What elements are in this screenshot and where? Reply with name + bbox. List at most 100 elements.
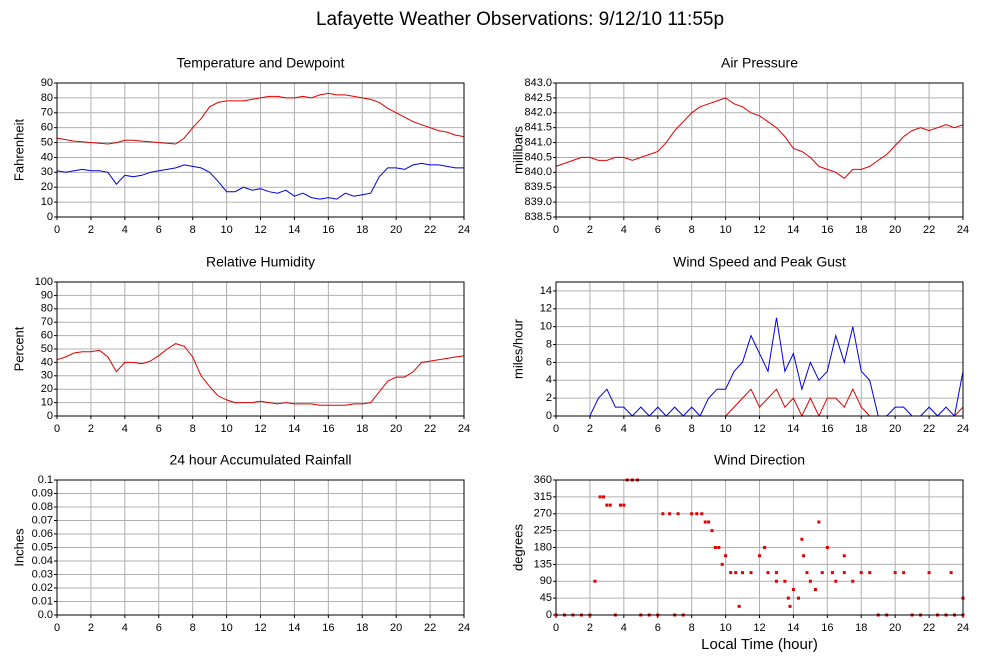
y-tick-label: 80 xyxy=(41,303,53,315)
y-tick-label: 315 xyxy=(534,491,552,503)
point xyxy=(593,579,597,583)
point xyxy=(893,571,897,575)
panel: 838.5 839.0 839.5 840.0 840.5 841.0 841.5 842.0… xyxy=(510,55,969,236)
x-tick-label: 4 xyxy=(621,423,627,435)
panel-title: Wind Speed and Peak Gust xyxy=(673,254,846,270)
y-tick-label: 0.04 xyxy=(32,555,53,567)
y-tick-label: 135 xyxy=(534,558,552,570)
y-tick-label: 70 xyxy=(41,316,53,328)
y-axis-label: Percent xyxy=(11,326,26,371)
x-tick-label: 20 xyxy=(390,224,402,236)
point xyxy=(605,503,609,507)
x-tick-label: 20 xyxy=(889,423,901,435)
x-tick-label: 16 xyxy=(821,224,833,236)
y-tick-label: 180 xyxy=(534,541,552,553)
point xyxy=(695,512,699,516)
x-tick-label: 2 xyxy=(88,423,94,435)
y-tick-label: 2 xyxy=(546,392,552,404)
point xyxy=(842,571,846,575)
y-tick-label: 70 xyxy=(41,107,53,119)
series-line xyxy=(56,92,465,145)
y-tick-label: 80 xyxy=(41,92,53,104)
x-tick-label: 8 xyxy=(689,224,695,236)
y-tick-label: 0 xyxy=(546,410,552,422)
x-tick-label: 16 xyxy=(322,224,334,236)
y-tick-label: 10 xyxy=(41,196,53,208)
x-tick-label: 8 xyxy=(689,423,695,435)
plot-frame xyxy=(56,82,465,218)
y-tick-label: 840.5 xyxy=(524,151,552,163)
point xyxy=(758,554,761,558)
point xyxy=(800,537,804,541)
y-tick-label: 0 xyxy=(47,410,53,422)
y-tick-label: 225 xyxy=(534,525,552,537)
x-tick-label: 12 xyxy=(254,622,266,634)
series-line xyxy=(56,343,465,406)
point xyxy=(707,520,711,524)
y-tick-label: 10 xyxy=(540,321,552,333)
y-tick-label: 360 xyxy=(534,474,552,486)
y-tick-label: 0.07 xyxy=(32,514,53,526)
y-tick-label: 0.08 xyxy=(32,501,53,513)
point xyxy=(741,571,745,575)
x-tick-label: 0 xyxy=(553,423,559,435)
x-tick-label: 24 xyxy=(458,224,470,236)
panel: 0.00.010.020.030.040.050.060.070.080.090… xyxy=(11,452,470,634)
x-tick-label: 12 xyxy=(753,622,765,634)
point xyxy=(817,520,821,524)
y-tick-label: 0 xyxy=(546,609,552,621)
x-tick-label: 22 xyxy=(424,224,436,236)
y-axis-label: Inches xyxy=(11,528,26,567)
x-tick-label: 22 xyxy=(923,224,935,236)
y-tick-label: 90 xyxy=(41,77,53,89)
x-tick-label: 20 xyxy=(390,423,402,435)
point xyxy=(668,512,672,516)
y-tick-label: 30 xyxy=(41,166,53,178)
point xyxy=(927,571,931,575)
x-tick-label: 6 xyxy=(156,622,162,634)
x-tick-label: 4 xyxy=(122,224,128,236)
x-tick-label: 10 xyxy=(719,622,731,634)
y-tick-label: 0.01 xyxy=(32,595,53,607)
x-tick-label: 8 xyxy=(689,622,695,634)
x-tick-label: 22 xyxy=(424,423,436,435)
x-tick-label: 18 xyxy=(356,622,368,634)
y-tick-label: 50 xyxy=(41,343,53,355)
point xyxy=(774,579,778,583)
plot-frame xyxy=(555,82,964,218)
x-tick-label: 4 xyxy=(621,224,627,236)
x-tick-label: 12 xyxy=(753,423,765,435)
point xyxy=(608,503,612,507)
x-tick-label: 12 xyxy=(753,224,765,236)
x-tick-label: 2 xyxy=(88,622,94,634)
point xyxy=(859,571,863,575)
x-tick-label: 10 xyxy=(220,224,232,236)
point xyxy=(783,579,787,583)
y-tick-label: 4 xyxy=(546,374,552,386)
point xyxy=(703,520,707,524)
y-tick-label: 40 xyxy=(41,151,53,163)
y-tick-label: 0.0 xyxy=(38,609,53,621)
x-tick-label: 0 xyxy=(54,224,60,236)
y-tick-label: 20 xyxy=(41,181,53,193)
point xyxy=(724,554,728,558)
point xyxy=(618,503,622,507)
x-tick-label: 14 xyxy=(787,423,799,435)
y-tick-label: 90 xyxy=(41,289,53,301)
y-tick-label: 12 xyxy=(540,303,552,315)
x-tick-label: 2 xyxy=(587,622,593,634)
y-tick-label: 839.0 xyxy=(524,196,552,208)
point xyxy=(820,571,824,575)
panel-title: Air Pressure xyxy=(721,55,798,71)
point xyxy=(700,512,704,516)
y-tick-label: 840.0 xyxy=(524,166,552,178)
x-tick-label: 18 xyxy=(855,423,867,435)
point xyxy=(598,495,602,499)
x-tick-label: 0 xyxy=(553,224,559,236)
x-tick-label: 16 xyxy=(821,423,833,435)
x-tick-label: 14 xyxy=(288,622,300,634)
x-tick-label: 8 xyxy=(190,224,196,236)
